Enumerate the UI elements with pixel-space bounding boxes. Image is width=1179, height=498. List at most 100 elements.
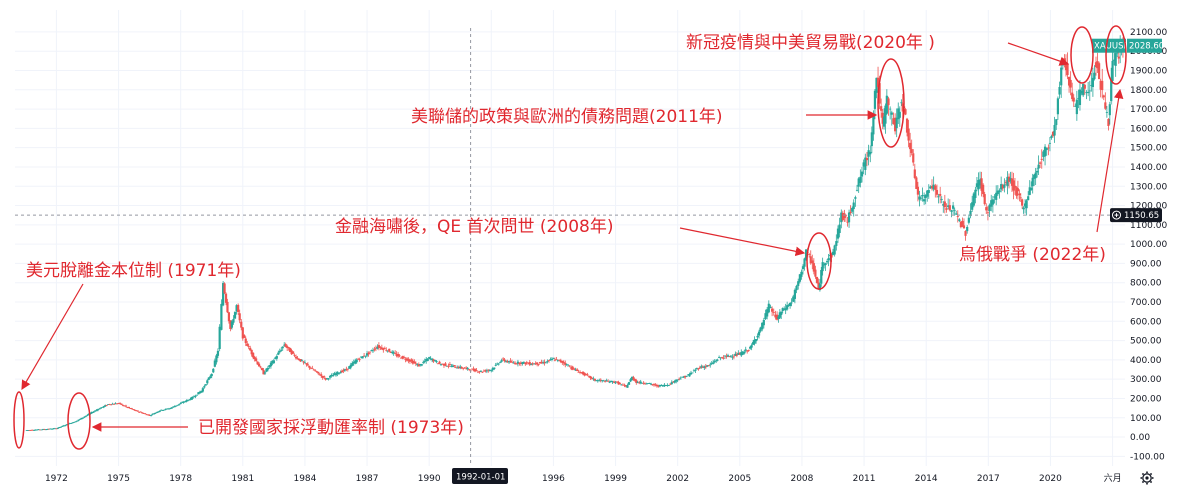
candle-body: [1001, 185, 1004, 189]
candle-body: [1007, 176, 1011, 182]
settings-gear-icon[interactable]: [1140, 471, 1154, 485]
candle-body: [1075, 99, 1078, 115]
candle-body: [712, 362, 715, 364]
candle-body: [238, 313, 241, 321]
candle-body: [749, 346, 752, 349]
candle-body: [695, 368, 699, 370]
time-axis[interactable]: 1972 1975 1978 1981 1984 1987 1990 3 1996 1999 200…: [45, 472, 1122, 484]
candle-body: [155, 412, 159, 413]
candle-body: [567, 365, 570, 367]
candle-body: [50, 428, 54, 430]
candle-body: [626, 385, 629, 388]
candle-body: [673, 380, 676, 383]
candle-body: [300, 360, 304, 362]
candle-body: [311, 368, 314, 369]
candle-body: [223, 283, 226, 294]
candle-body: [783, 309, 786, 311]
candle-body: [123, 405, 126, 407]
candle-body: [738, 353, 741, 355]
candle-body: [757, 331, 761, 336]
candle-body: [342, 370, 345, 371]
candle-body: [1021, 199, 1024, 206]
candle-body: [463, 367, 466, 369]
candle-body: [1037, 164, 1040, 169]
candle-body: [95, 409, 98, 411]
candle-body: [170, 407, 173, 409]
candle-body: [881, 112, 884, 124]
candle-body: [345, 368, 348, 370]
candle-body: [1060, 67, 1063, 86]
candle-body: [985, 207, 988, 211]
candle-body: [786, 305, 789, 310]
candle-body: [504, 361, 508, 363]
candle-body: [487, 369, 490, 371]
candle-body: [540, 361, 543, 363]
candle-body: [778, 312, 781, 318]
candle-body: [448, 364, 451, 366]
candle-body: [432, 359, 435, 362]
candle-body: [849, 211, 852, 213]
candle-body: [218, 326, 221, 349]
candle-body: [453, 365, 456, 366]
candle-body: [185, 400, 188, 402]
candle-body: [1053, 124, 1056, 136]
candle-body: [1108, 104, 1111, 116]
candle-body: [441, 363, 444, 365]
candle-body: [516, 361, 520, 364]
candle-body: [824, 263, 827, 266]
candle-body: [315, 371, 318, 372]
candle-body: [900, 102, 903, 104]
candle-body: [644, 383, 647, 385]
candle-body: [878, 83, 881, 104]
candle-body: [667, 385, 670, 386]
candle-body: [919, 197, 923, 199]
candle-body: [926, 190, 929, 197]
last-price-box: [1127, 38, 1162, 53]
candle-body: [351, 363, 354, 366]
candle-body: [229, 320, 232, 329]
candle-body: [809, 256, 812, 264]
candle-body: [1069, 79, 1072, 88]
x-tick-label: 2011: [853, 474, 876, 484]
candle-body: [478, 371, 481, 373]
candle-body: [420, 364, 423, 366]
candle-body: [145, 414, 148, 416]
candle-body: [456, 367, 459, 369]
candle-body: [598, 380, 601, 382]
candle-body: [658, 384, 662, 387]
candle-body: [277, 352, 280, 355]
candle-body: [774, 314, 777, 318]
price-axis[interactable]: 2100.002000.001900.001800.001700.001600.…: [1092, 28, 1167, 462]
candle-body: [271, 360, 274, 364]
candle-body: [969, 210, 972, 217]
candle-body: [512, 362, 515, 364]
candle-body: [688, 374, 691, 377]
candle-body: [73, 421, 76, 423]
candle-body: [266, 367, 270, 370]
candle-body: [115, 403, 119, 405]
candle-body: [472, 368, 475, 371]
candle-body: [885, 95, 888, 114]
candle-body: [352, 362, 355, 364]
candle-body: [59, 426, 62, 428]
candle-body: [700, 366, 703, 368]
candle-body: [391, 351, 394, 353]
candle-body: [713, 361, 716, 363]
candle-body: [645, 383, 648, 385]
candle-body: [764, 313, 767, 320]
candle-body: [317, 371, 320, 374]
candle-body: [330, 375, 333, 376]
candle-body: [524, 362, 527, 365]
candle-body: [52, 428, 55, 430]
candle-body: [648, 383, 651, 384]
candle-body: [1012, 180, 1015, 191]
candle-body: [1116, 52, 1119, 54]
candle-body: [343, 369, 346, 371]
candle-body: [897, 108, 900, 120]
candle-body: [841, 212, 844, 221]
candle-body: [1043, 146, 1047, 157]
candle-body: [383, 348, 386, 350]
y-tick-label: 200.00: [1130, 394, 1162, 404]
candle-body: [361, 356, 364, 359]
